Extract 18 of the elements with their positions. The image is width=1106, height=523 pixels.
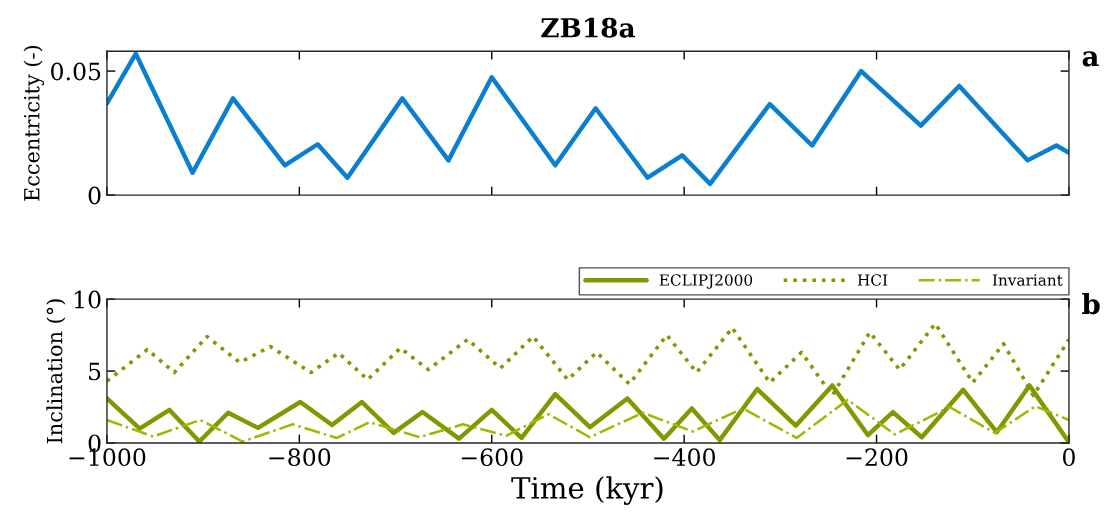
x-tick-label: −200 bbox=[846, 448, 908, 467]
y-tick-label: 10 bbox=[74, 290, 101, 309]
x-tick-label: 0 bbox=[1062, 448, 1075, 467]
y-tick-label: 0 bbox=[88, 186, 101, 205]
y-tick-label: 0.05 bbox=[51, 62, 101, 81]
x-axis-title: Time (kyr) bbox=[511, 476, 663, 505]
text: b bbox=[1082, 292, 1100, 315]
text: a bbox=[1082, 51, 1099, 67]
x-tick-label: −400 bbox=[654, 448, 716, 467]
y-axis-title: Inclination (°) bbox=[46, 299, 66, 444]
legend-label: Invariant bbox=[992, 274, 1063, 286]
y-axis-title: Eccentricity (-) bbox=[23, 45, 44, 201]
x-tick-label: −600 bbox=[461, 448, 523, 467]
x-tick-label: −800 bbox=[269, 448, 331, 467]
legend-label: HCI bbox=[857, 274, 888, 286]
chart-title: ZB18a bbox=[541, 17, 636, 38]
legend-label: ECLIPJ2000 bbox=[659, 274, 753, 289]
y-tick-label: 5 bbox=[89, 362, 101, 381]
